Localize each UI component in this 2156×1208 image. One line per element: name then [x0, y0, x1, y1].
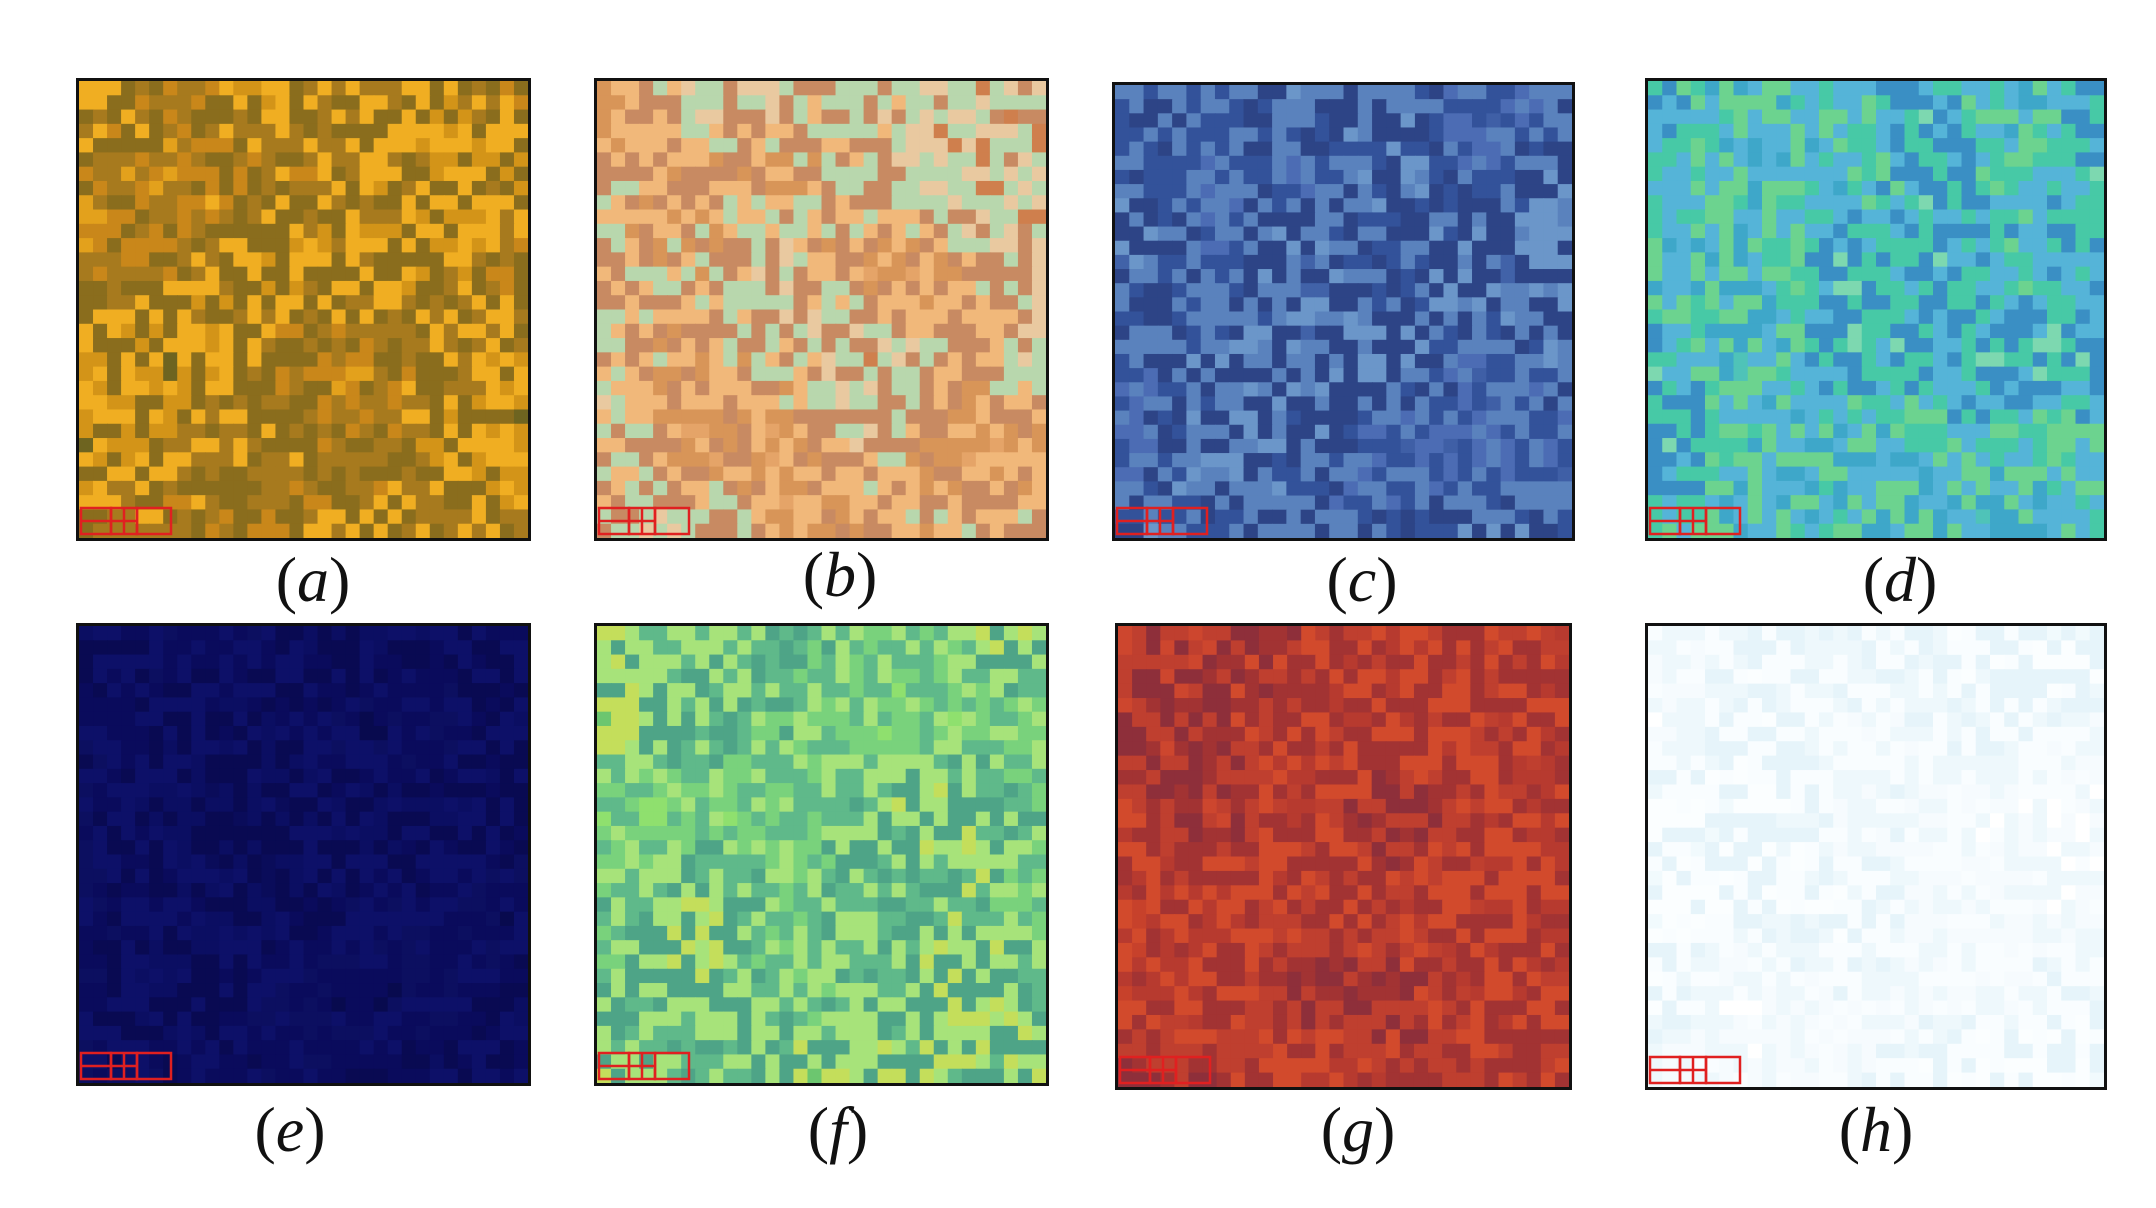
panel-c: [1112, 82, 1575, 541]
texture-g: [1118, 626, 1569, 1087]
corner-marker-d: [1648, 506, 1742, 536]
panel-e: [76, 623, 531, 1086]
caption-c: (c): [1326, 544, 1398, 615]
texture-b: [597, 81, 1046, 538]
caption-d: (d): [1862, 544, 1938, 615]
corner-marker-h: [1648, 1055, 1742, 1085]
corner-marker-a: [79, 506, 173, 536]
texture-c: [1115, 85, 1572, 538]
caption-a: (a): [275, 544, 351, 615]
caption-e: (e): [254, 1094, 326, 1165]
corner-marker-e: [79, 1051, 173, 1081]
texture-a: [79, 81, 528, 538]
texture-h: [1648, 626, 2104, 1087]
panel-b: [594, 78, 1049, 541]
panel-f: [594, 623, 1049, 1086]
corner-marker-c: [1115, 506, 1209, 536]
caption-b: (b): [802, 539, 878, 610]
panel-d: [1645, 78, 2107, 541]
panel-a: [76, 78, 531, 541]
texture-d: [1648, 81, 2104, 538]
texture-f: [597, 626, 1046, 1083]
panel-h: [1645, 623, 2107, 1090]
caption-f: (f): [807, 1094, 869, 1165]
texture-e: [79, 626, 528, 1083]
corner-marker-f: [597, 1051, 691, 1081]
caption-h: (h): [1838, 1094, 1914, 1165]
panel-g: [1115, 623, 1572, 1090]
corner-marker-g: [1118, 1055, 1212, 1085]
corner-marker-b: [597, 506, 691, 536]
caption-g: (g): [1320, 1094, 1396, 1165]
